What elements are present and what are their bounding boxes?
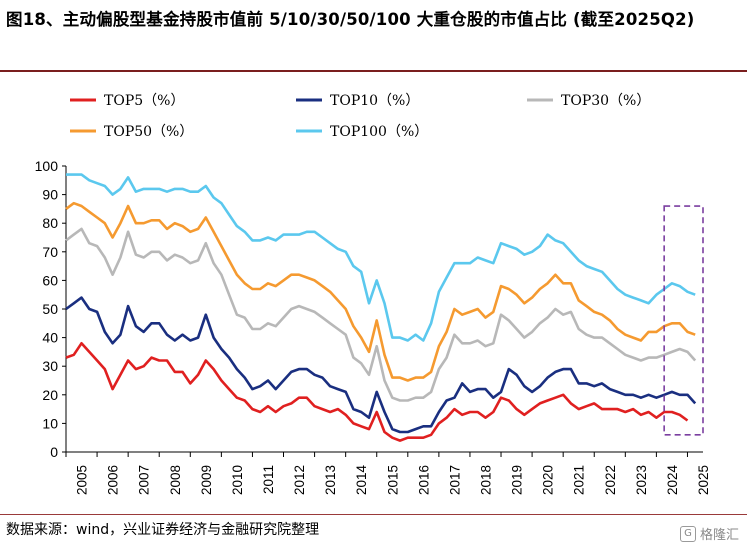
y-tick-label: 50: [42, 301, 58, 317]
x-tick-label: 2020: [541, 465, 556, 495]
x-tick-label: 2010: [230, 465, 245, 495]
highlight-box: [663, 205, 704, 436]
x-tick-label: 2015: [385, 465, 400, 495]
x-tick-label: 2023: [634, 465, 649, 495]
x-tick-label: 2006: [106, 465, 121, 495]
x-tick-label: 2005: [75, 465, 90, 495]
x-tick-label: 2022: [603, 465, 618, 495]
x-tick-label: 2017: [447, 465, 462, 495]
legend-label: TOP50（%）: [104, 124, 193, 140]
legend-label: TOP5（%）: [104, 93, 184, 109]
x-tick-label: 2009: [199, 465, 214, 495]
y-tick-label: 30: [42, 358, 58, 374]
y-tick-label: 100: [35, 158, 59, 174]
source-note: 数据来源：wind，兴业证券经济与金融研究院整理: [6, 522, 320, 538]
series-line-top10: [65, 296, 697, 434]
series-line-top30: [65, 227, 697, 402]
x-tick-label: 2013: [323, 465, 338, 495]
x-tick-label: 2016: [416, 465, 431, 495]
y-tick-label: 10: [42, 415, 58, 431]
x-tick-label: 2025: [696, 465, 711, 495]
y-tick-label: 40: [42, 330, 58, 346]
footer-rule: [0, 514, 747, 515]
series-line-top50: [65, 201, 696, 382]
x-tick-label: 2008: [168, 465, 183, 495]
legend-label: TOP10（%）: [330, 93, 419, 109]
y-tick-label: 70: [42, 244, 58, 260]
y-tick-label: 20: [42, 387, 58, 403]
legend-label: TOP30（%）: [561, 93, 650, 109]
y-axis-ticks: 0 10 20 30 40 50 60 70 80 90 100: [35, 158, 66, 460]
x-tick-label: 2012: [292, 465, 307, 495]
x-axis-ticks: 2005 2006 2007 2008 2009 2010 2011 2012 2013 2014…: [65, 452, 711, 496]
x-tick-label: 2014: [354, 465, 369, 496]
x-tick-label: 2018: [478, 465, 493, 495]
legend: TOP5（%） TOP10（%） TOP30（%） TOP50（%） TOP100（%）: [70, 93, 650, 140]
watermark: G 格隆汇: [679, 524, 739, 543]
x-tick-label: 2019: [510, 465, 525, 495]
series-line-top100: [66, 173, 696, 342]
series-lines: [65, 173, 697, 442]
watermark-logo-icon: G: [679, 525, 696, 542]
watermark-text: 格隆汇: [699, 528, 739, 543]
highlight-rect: [663, 205, 704, 436]
y-tick-label: 60: [42, 272, 58, 288]
x-tick-label: 2007: [137, 465, 152, 495]
title-rule: [0, 70, 747, 72]
x-tick-label: 2011: [261, 465, 276, 494]
page-title: 图18、主动偏股型基金持股市值前 5/10/30/50/100 大重仓股的市值占…: [6, 10, 695, 29]
x-tick-label: 2021: [572, 465, 587, 495]
y-tick-label: 80: [42, 215, 58, 231]
y-tick-label: 0: [50, 444, 58, 460]
legend-label: TOP100（%）: [330, 124, 428, 140]
x-tick-label: 2024: [665, 465, 680, 496]
series-line-top5: [65, 341, 689, 442]
y-tick-label: 90: [42, 187, 58, 203]
